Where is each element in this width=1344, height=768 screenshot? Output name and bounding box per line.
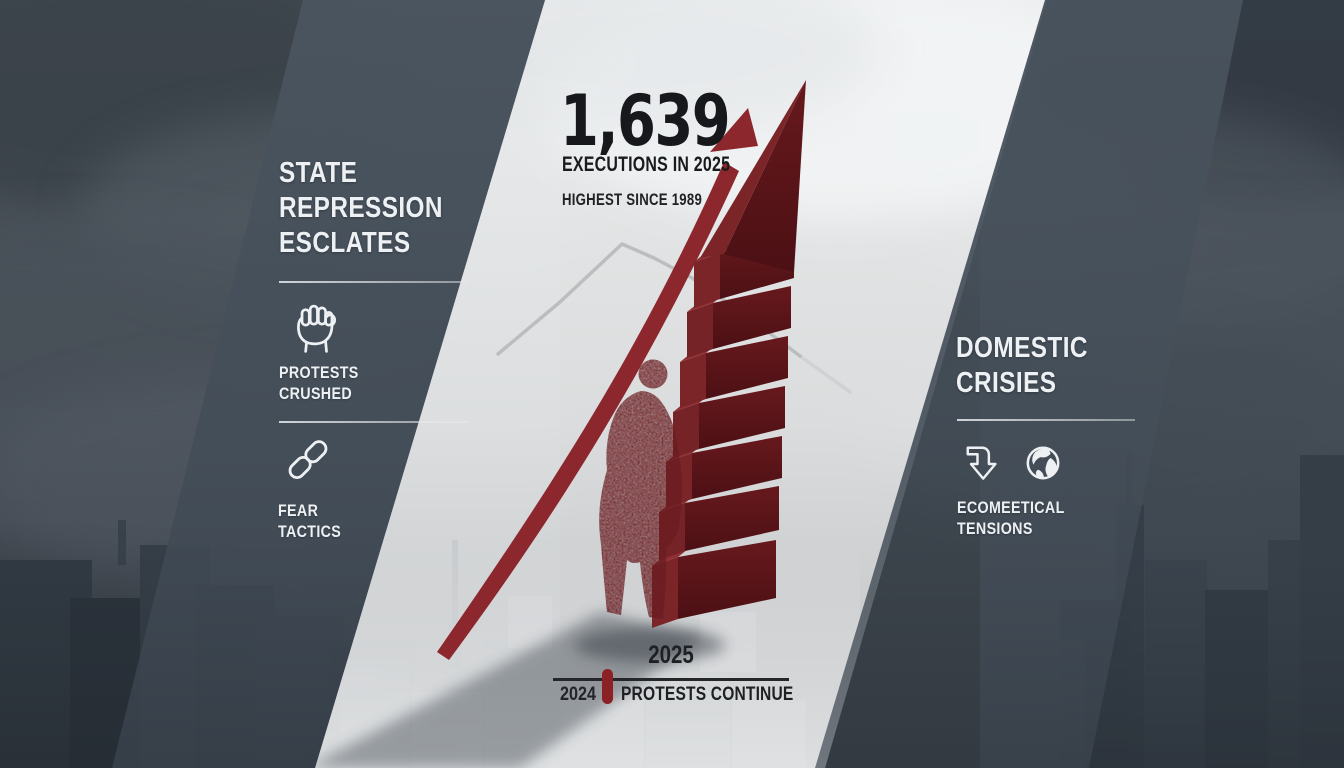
tower-shadow xyxy=(306,612,725,768)
timeline-marker xyxy=(602,669,613,704)
left-divider-bottom xyxy=(279,421,469,423)
stat-value: 1,639 xyxy=(560,80,731,162)
timeline-year-previous: 2024 xyxy=(560,684,596,705)
trend-arrow xyxy=(437,108,758,660)
left-divider-top xyxy=(279,281,469,283)
left-panel-title: STATE REPRESSION ESCLATES xyxy=(279,157,443,259)
globe-icon xyxy=(1016,436,1070,490)
decline-arrow-icon xyxy=(958,438,1010,490)
far-right-tint xyxy=(1089,0,1344,768)
left-item-protests-label: PROTESTS CRUSHED xyxy=(279,363,359,403)
timeline-axis xyxy=(553,678,789,681)
fist-icon xyxy=(283,296,341,356)
person-silhouette xyxy=(599,359,683,619)
left-item-fear-label: FEAR TACTICS xyxy=(278,501,342,541)
right-divider xyxy=(957,419,1135,421)
right-slate-panel xyxy=(815,0,1243,768)
left-slate-panel xyxy=(112,0,545,768)
right-item-label: ECOMEETICAL TENSIONS xyxy=(957,498,1065,538)
stat-note: HIGHEST SINCE 1989 xyxy=(562,191,703,209)
stat-label: EXECUTIONS IN 2025 xyxy=(562,153,731,176)
timeline-caption: PROTESTS CONTINUE xyxy=(621,684,794,705)
chain-icon xyxy=(280,436,336,492)
timeline-year-current: 2025 xyxy=(648,641,694,669)
right-panel-title: DOMESTIC CRISIES xyxy=(956,332,1088,399)
